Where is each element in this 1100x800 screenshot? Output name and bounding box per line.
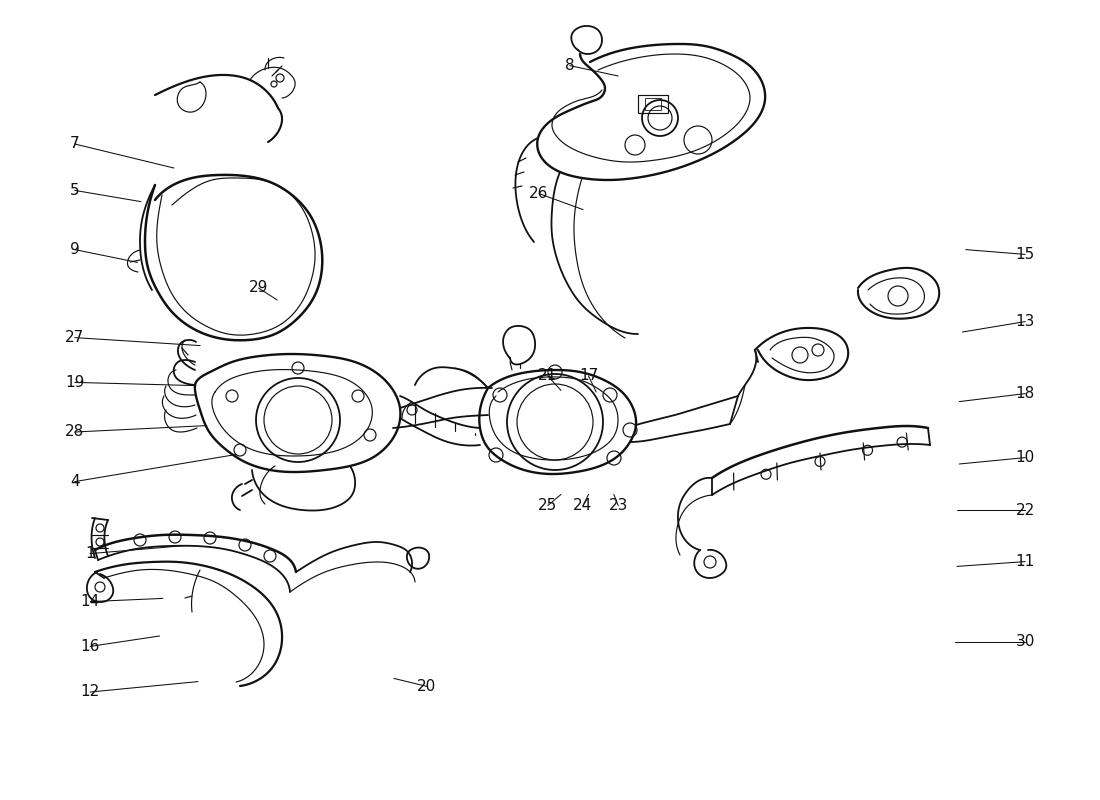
Text: 11: 11 — [1015, 554, 1035, 569]
Text: 20: 20 — [417, 679, 437, 694]
Text: 28: 28 — [65, 425, 85, 439]
Text: 17: 17 — [579, 369, 598, 383]
Text: 10: 10 — [1015, 450, 1035, 465]
Text: 21: 21 — [538, 369, 558, 383]
Text: 5: 5 — [70, 183, 79, 198]
Text: 15: 15 — [1015, 247, 1035, 262]
Text: 7: 7 — [70, 137, 79, 151]
Text: 29: 29 — [249, 281, 268, 295]
Text: 12: 12 — [80, 685, 100, 699]
Text: 27: 27 — [65, 330, 85, 345]
Text: 30: 30 — [1015, 634, 1035, 649]
Text: 8: 8 — [565, 58, 574, 73]
Text: 13: 13 — [1015, 314, 1035, 329]
Text: 26: 26 — [529, 186, 549, 201]
Text: 4: 4 — [70, 474, 79, 489]
Text: 19: 19 — [65, 375, 85, 390]
Text: 23: 23 — [608, 498, 628, 513]
Text: 14: 14 — [80, 594, 100, 609]
Text: 24: 24 — [573, 498, 593, 513]
Text: 9: 9 — [70, 242, 79, 257]
Text: 1: 1 — [86, 546, 95, 561]
Bar — [645, 98, 661, 110]
Text: 22: 22 — [1015, 503, 1035, 518]
Text: 18: 18 — [1015, 386, 1035, 401]
Text: 25: 25 — [538, 498, 558, 513]
Text: 16: 16 — [80, 639, 100, 654]
Bar — [638, 95, 668, 113]
